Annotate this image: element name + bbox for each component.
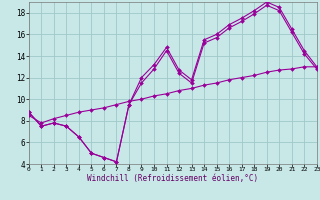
X-axis label: Windchill (Refroidissement éolien,°C): Windchill (Refroidissement éolien,°C) (87, 174, 258, 183)
